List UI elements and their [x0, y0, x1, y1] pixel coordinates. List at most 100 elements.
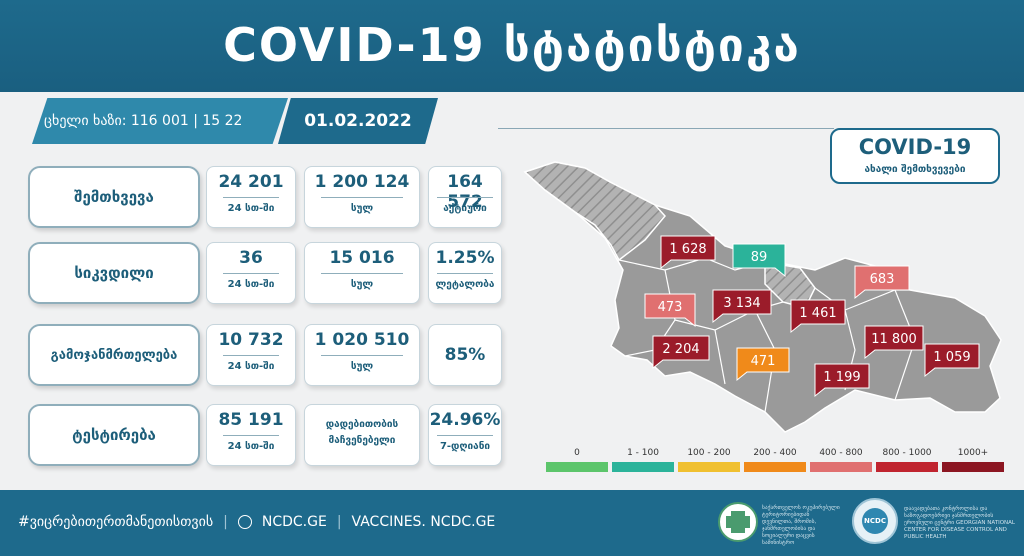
map-callouts: 1 628 89 683 473 3 134 1 461 11 800 2 204 471 1 1…: [644, 235, 980, 398]
cross-shape: [726, 516, 750, 528]
region-callout: 1 059: [924, 343, 980, 378]
tests-positivity-label-cell: დადებითობის მაჩვენებელი: [304, 404, 420, 466]
recovered-24h-cell: 10 732 24 სთ-ში: [206, 324, 296, 386]
ministry-logo-text: საქართველოს ოკუპირებული ტერიტორიებიდან დ…: [762, 505, 840, 546]
deaths-lethality-label: ლეტალობა: [435, 279, 495, 290]
deaths-total-value: 15 016: [329, 248, 395, 268]
recovered-24h-value: 10 732: [218, 330, 284, 350]
positivity-label: დადებითობის მაჩვენებელი: [305, 417, 419, 449]
legend-label: 1 - 100: [627, 448, 659, 458]
legend-item: 1000+: [942, 446, 1004, 478]
ncdc-logo-text: დაავადებათა კონტროლისა და საზოგადოებრივი…: [904, 506, 1015, 540]
region-callout-flag: [864, 325, 924, 360]
ncdc-logo: NCDC: [852, 498, 898, 544]
region-callout-flag: [924, 343, 980, 378]
region-callout-flag: [736, 347, 790, 382]
legend-swatch: [546, 462, 608, 472]
divider-line: [498, 128, 834, 129]
deaths-lethality-value: 1.25%: [435, 248, 495, 268]
deaths-24h-cell: 36 24 სთ-ში: [206, 242, 296, 304]
globe-icon: [237, 515, 252, 529]
positivity-label-line1: დადებითობის: [325, 419, 399, 430]
cases-24h-label: 24 სთ-ში: [227, 203, 275, 214]
region-callout: 3 134: [712, 289, 772, 324]
hotline-label: ცხელი ხაზი: 116 001 | 15 22: [32, 98, 288, 144]
region-callout: 89: [732, 243, 786, 278]
positivity-label-line2: მაჩვენებელი: [328, 435, 396, 446]
legend-label: 100 - 200: [687, 448, 731, 458]
stat-row-recovered: გამოჯანმრთელება 10 732 24 სთ-ში 1 020 51…: [28, 324, 502, 386]
recovered-total-cell: 1 020 510 სულ: [304, 324, 420, 386]
deaths-24h-label: 24 სთ-ში: [227, 279, 275, 290]
report-date: 01.02.2022: [278, 98, 438, 144]
legend-item: 200 - 400: [744, 446, 806, 478]
tests-24h-cell: 85 191 24 სთ-ში: [206, 404, 296, 466]
region-callout-flag: [854, 265, 910, 300]
map-title: COVID-19: [858, 135, 972, 159]
legend-item: 1 - 100: [612, 446, 674, 478]
georgia-map: 1 628 89 683 473 3 134 1 461 11 800 2 204 471 1 1…: [523, 161, 1002, 433]
footer-site-link[interactable]: NCDC.GE: [261, 514, 327, 530]
cell-separator: [223, 355, 279, 356]
legend-item: 100 - 200: [678, 446, 740, 478]
deaths-total-label: სულ: [350, 279, 374, 290]
tests-positivity-cell: 24.96% 7-დღიანი: [428, 404, 502, 466]
region-callout-value: 473: [658, 300, 683, 315]
cases-total-label: სულ: [350, 203, 374, 214]
tests-24h-value: 85 191: [218, 410, 284, 430]
recovered-total-label: სულ: [350, 361, 374, 372]
region-callout-flag: [644, 293, 696, 328]
cell-separator: [437, 197, 493, 198]
row-label-tests: ტესტირება: [28, 404, 200, 466]
region-callout: 1 628: [660, 235, 716, 270]
recovered-percent-cell: 85%: [428, 324, 502, 386]
legend-label: 200 - 400: [753, 448, 797, 458]
region-callout-flag: [732, 243, 786, 278]
region-callout-value: 1 461: [799, 306, 836, 321]
map-legend: 0 1 - 100 100 - 200 200 - 400 400 - 800 …: [546, 446, 1004, 478]
cases-total-cell: 1 200 124 სულ: [304, 166, 420, 228]
tests-24h-label: 24 სთ-ში: [227, 441, 275, 452]
region-callout-value: 1 199: [823, 370, 860, 385]
cell-separator: [437, 273, 493, 274]
tests-positivity-period: 7-დღიანი: [439, 441, 491, 452]
deaths-24h-value: 36: [239, 248, 263, 268]
region-callout: 11 800: [864, 325, 924, 360]
legend-swatch: [942, 462, 1004, 472]
region-callout-value: 1 059: [933, 350, 970, 365]
footer-separator: |: [336, 514, 342, 530]
region-callout: 1 461: [790, 299, 846, 334]
legend-label: 0: [574, 448, 580, 458]
info-bar: ცხელი ხაზი: 116 001 | 15 22 01.02.2022: [32, 98, 438, 144]
stat-row-cases: შემთხვევა 24 201 24 სთ-ში 1 200 124 სულ …: [28, 166, 502, 228]
legend-swatch: [810, 462, 872, 472]
region-callout-value: 3 134: [723, 296, 760, 311]
row-label-deaths: სიკვდილი: [28, 242, 200, 304]
region-callout: 683: [854, 265, 910, 300]
region-callout-value: 683: [870, 272, 895, 287]
map-subtitle: ახალი შემთხვევები: [864, 164, 966, 175]
region-callout: 473: [644, 293, 696, 328]
footer-links: #ვიცრებითერთმანეთისთვის | NCDC.GE | VACC…: [18, 514, 495, 530]
map-title-box: COVID-19 ახალი შემთხვევები: [830, 128, 1000, 184]
header-banner: COVID-19 სტატისტიკა: [0, 0, 1024, 92]
cell-separator: [223, 197, 279, 198]
region-callout-value: 1 628: [669, 242, 706, 257]
cases-active-label: აქტიური: [443, 203, 487, 214]
cases-active-cell: 164 572 აქტიური: [428, 166, 502, 228]
cell-separator: [223, 273, 279, 274]
legend-label: 1000+: [957, 448, 989, 458]
region-callout-flag: [660, 235, 716, 270]
legend-swatch: [678, 462, 740, 472]
deaths-total-cell: 15 016 სულ: [304, 242, 420, 304]
footer-vaccines-link[interactable]: VACCINES. NCDC.GE: [351, 514, 496, 530]
legend-swatch: [744, 462, 806, 472]
map-occupied-abkhazia: [523, 161, 666, 262]
legend-swatch: [876, 462, 938, 472]
tests-positivity-value: 24.96%: [429, 410, 501, 430]
legend-label: 800 - 1000: [882, 448, 932, 458]
region-callout-value: 471: [751, 354, 776, 369]
recovered-total-value: 1 020 510: [314, 330, 410, 350]
recovered-percent-value: 85%: [444, 345, 486, 365]
row-label-cases: შემთხვევა: [28, 166, 200, 228]
